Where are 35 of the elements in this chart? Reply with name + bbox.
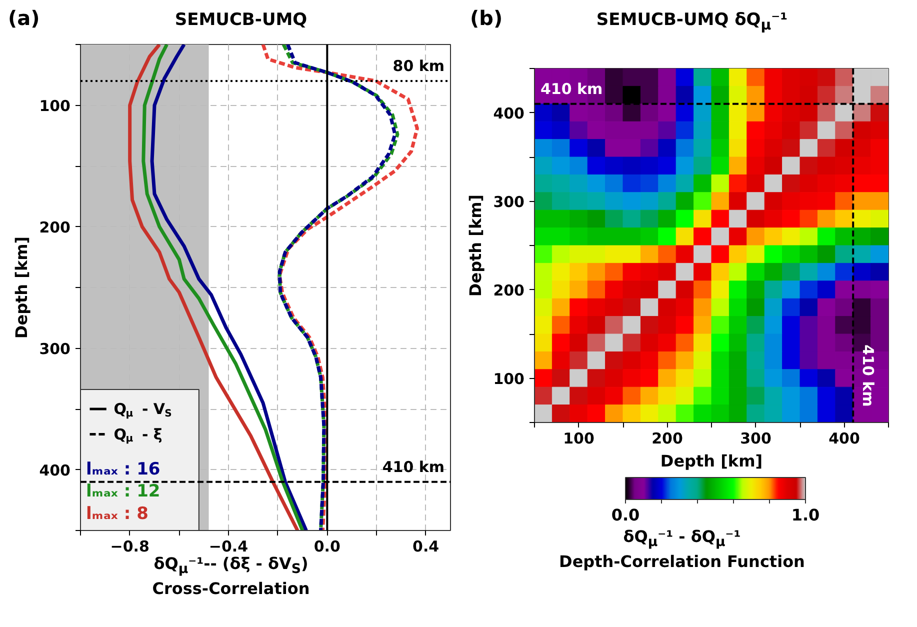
x-axis-title: Depth [km] [660,452,763,470]
x-tick-label: −0.4 [208,538,248,556]
ref-line-label: 410 km [540,80,603,98]
text: lₘₐₓ : 12 [86,482,160,502]
chart-title: SEMUCB-UMQ δQ$_{μ}$⁻¹ [595,9,789,36]
color-bar-title: δQ$_{μ}$⁻¹ - δQ$_{μ}$⁻¹ Depth-Correlation Function [558,527,806,572]
ref-line-label: 80 km [392,56,444,75]
color-bar-label: 1.0 [791,506,820,524]
x-tick-label: 100 [563,430,594,448]
x-tick-label: 200 [652,430,683,448]
y-axis-title: Depth [km] [12,236,32,339]
y-tick-label: 100 [39,96,70,115]
line-series [261,44,419,530]
y-axis-title: Depth [km] [466,194,486,297]
text: (a) [7,5,41,32]
y-tick-label: 200 [39,218,70,236]
x-axis-title: δQ$_{μ}$⁻¹-- (δξ - δV$_{S}$) Cross-Correlation [151,554,311,599]
ref-line-label: 410 km [859,344,878,407]
x-tick-label: 0.4 [412,538,440,556]
y-tick-label: 300 [493,192,524,211]
x-tick-label: 0.0 [314,538,340,556]
color-bar-label: 0.0 [611,506,640,524]
text: (b) [469,5,504,32]
chart-title: SEMUCB-UMQ [174,9,308,32]
x-tick-label: −0.8 [110,538,150,556]
y-tick-label: 300 [39,340,70,358]
text: lₘₐₓ : 16 [86,459,160,480]
y-tick-label: 400 [493,104,524,122]
y-tick-label: 200 [493,281,524,300]
y-tick-label: 400 [39,461,70,480]
text: lₘₐₓ : 8 [86,504,148,524]
x-tick-label: 400 [828,430,860,448]
x-tick-label: 300 [740,430,772,448]
y-tick-label: 100 [493,370,524,388]
ref-line-label: 410 km [382,458,444,476]
